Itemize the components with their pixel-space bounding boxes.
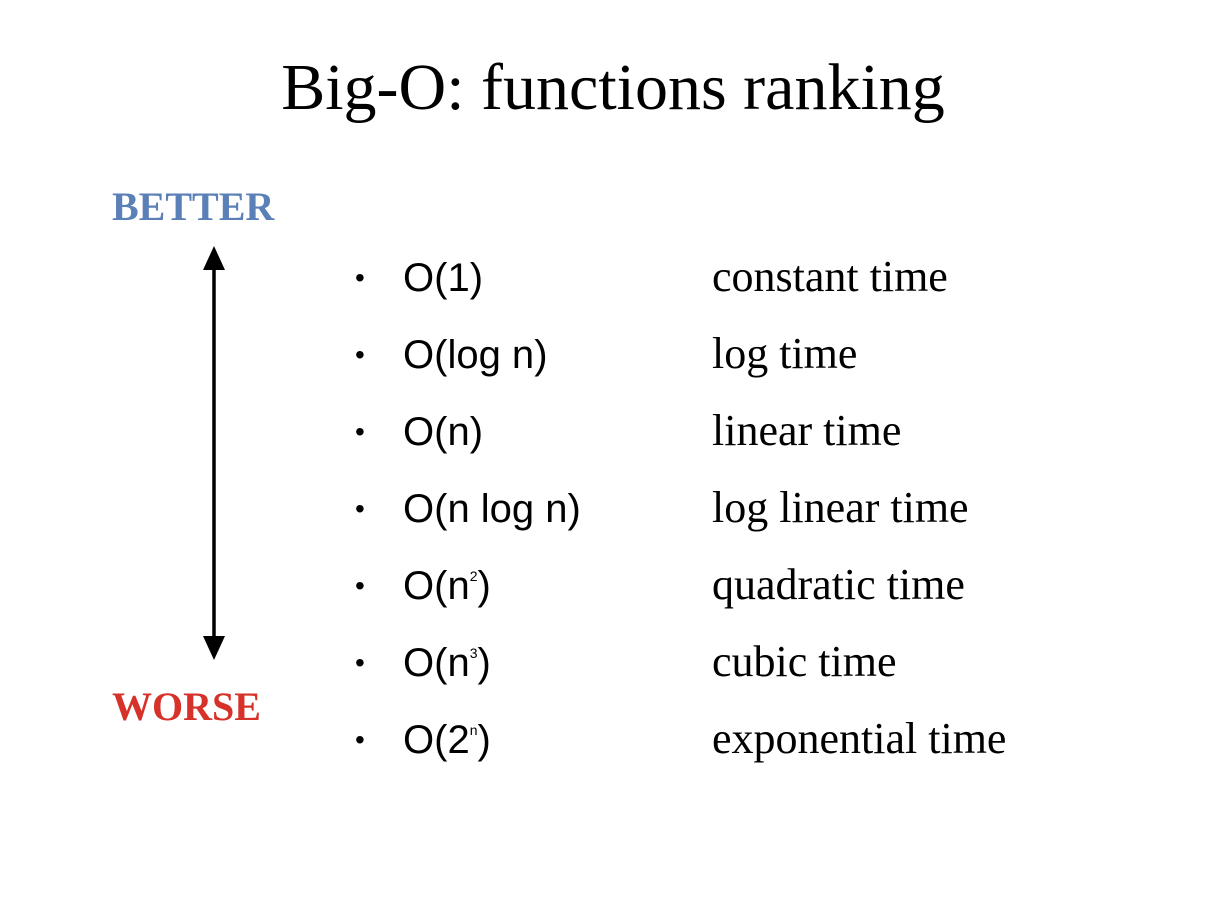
- notation-prefix: O(: [403, 641, 448, 685]
- bullet-icon: •: [355, 416, 365, 447]
- list-item: • O(log n) log time: [355, 322, 1115, 392]
- complexity-description: log linear time: [712, 483, 969, 532]
- complexity-notation: O(n log n): [403, 484, 581, 534]
- notation-exponent: 3: [469, 645, 478, 661]
- double-arrow-icon: [203, 246, 225, 660]
- notation-suffix: ): [469, 256, 484, 300]
- complexity-notation: O(n2): [403, 561, 491, 611]
- list-item: • O(n3) cubic time: [355, 630, 1115, 700]
- notation-prefix: O(: [403, 410, 448, 454]
- notation-exponent: n: [469, 722, 478, 738]
- notation-argument: n log n: [447, 487, 568, 531]
- list-item: • O(n2) quadratic time: [355, 553, 1115, 623]
- notation-suffix: ): [477, 641, 491, 685]
- bullet-icon: •: [355, 493, 365, 524]
- notation-suffix: ): [534, 333, 548, 377]
- notation-argument: n: [447, 564, 470, 608]
- bullet-icon: •: [355, 647, 365, 678]
- complexity-description: exponential time: [712, 714, 1007, 763]
- worse-label: WORSE: [112, 684, 261, 729]
- notation-prefix: O(: [403, 718, 448, 762]
- notation-prefix: O(: [403, 333, 448, 377]
- complexity-description: cubic time: [712, 637, 897, 686]
- list-item: • O(1) constant time: [355, 245, 1115, 315]
- bullet-icon: •: [355, 262, 365, 293]
- notation-suffix: ): [477, 564, 491, 608]
- complexity-description: quadratic time: [712, 560, 965, 609]
- complexity-notation: O(n3): [403, 638, 491, 688]
- notation-argument: 1: [447, 256, 470, 300]
- notation-prefix: O(: [403, 564, 448, 608]
- slide-title: Big-O: functions ranking: [281, 51, 945, 124]
- notation-argument: 2: [447, 718, 470, 762]
- better-label: BETTER: [112, 184, 275, 229]
- notation-suffix: ): [567, 487, 581, 531]
- complexity-notation: O(1): [403, 253, 483, 303]
- list-item: • O(n) linear time: [355, 399, 1115, 469]
- complexity-description: constant time: [712, 252, 948, 301]
- notation-argument: log n: [447, 333, 535, 377]
- complexity-description: log time: [712, 329, 858, 378]
- notation-prefix: O(: [403, 487, 448, 531]
- notation-suffix: ): [477, 718, 491, 762]
- complexity-notation: O(2n): [403, 715, 491, 765]
- notation-argument: n: [447, 410, 470, 454]
- notation-argument: n: [447, 641, 470, 685]
- list-item: • O(n log n) log linear time: [355, 476, 1115, 546]
- notation-suffix: ): [469, 410, 484, 454]
- notation-exponent: 2: [469, 568, 478, 584]
- bullet-icon: •: [355, 339, 365, 370]
- bullet-icon: •: [355, 724, 365, 755]
- complexity-notation: O(n): [403, 407, 483, 457]
- bullet-icon: •: [355, 570, 365, 601]
- notation-prefix: O(: [403, 256, 448, 300]
- list-item: • O(2n) exponential time: [355, 707, 1115, 777]
- complexity-description: linear time: [712, 406, 902, 455]
- complexity-notation: O(log n): [403, 330, 548, 380]
